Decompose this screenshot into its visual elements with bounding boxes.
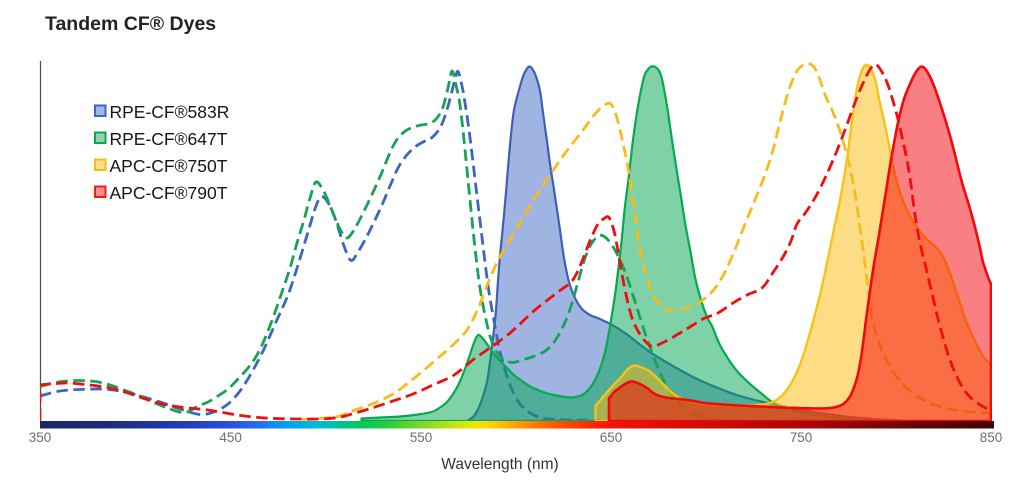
svg-text:350: 350 xyxy=(29,430,52,445)
svg-text:450: 450 xyxy=(219,430,242,445)
svg-text:Wavelength (nm): Wavelength (nm) xyxy=(441,456,558,473)
svg-text:APC-CF®790T: APC-CF®790T xyxy=(110,183,228,203)
svg-text:RPE-CF®647T: RPE-CF®647T xyxy=(110,129,228,149)
svg-text:Tandem CF® Dyes: Tandem CF® Dyes xyxy=(45,13,216,35)
svg-text:550: 550 xyxy=(410,430,433,445)
svg-text:APC-CF®750T: APC-CF®750T xyxy=(110,156,228,176)
svg-text:850: 850 xyxy=(980,430,1003,445)
svg-text:750: 750 xyxy=(790,430,813,445)
svg-text:650: 650 xyxy=(600,430,623,445)
svg-text:RPE-CF®583R: RPE-CF®583R xyxy=(110,102,230,122)
